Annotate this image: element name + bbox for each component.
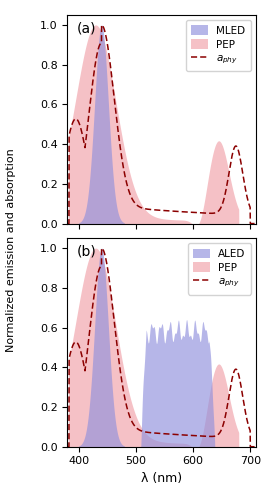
Legend: MLED, PEP, $a_{phy}$: MLED, PEP, $a_{phy}$ xyxy=(186,20,251,72)
Text: (a): (a) xyxy=(77,22,96,36)
X-axis label: λ (nm): λ (nm) xyxy=(141,472,182,485)
Text: Normalized emission and absorption: Normalized emission and absorption xyxy=(6,148,15,352)
Legend: ALED, PEP, $a_{phy}$: ALED, PEP, $a_{phy}$ xyxy=(188,244,251,294)
Text: (b): (b) xyxy=(77,244,97,258)
